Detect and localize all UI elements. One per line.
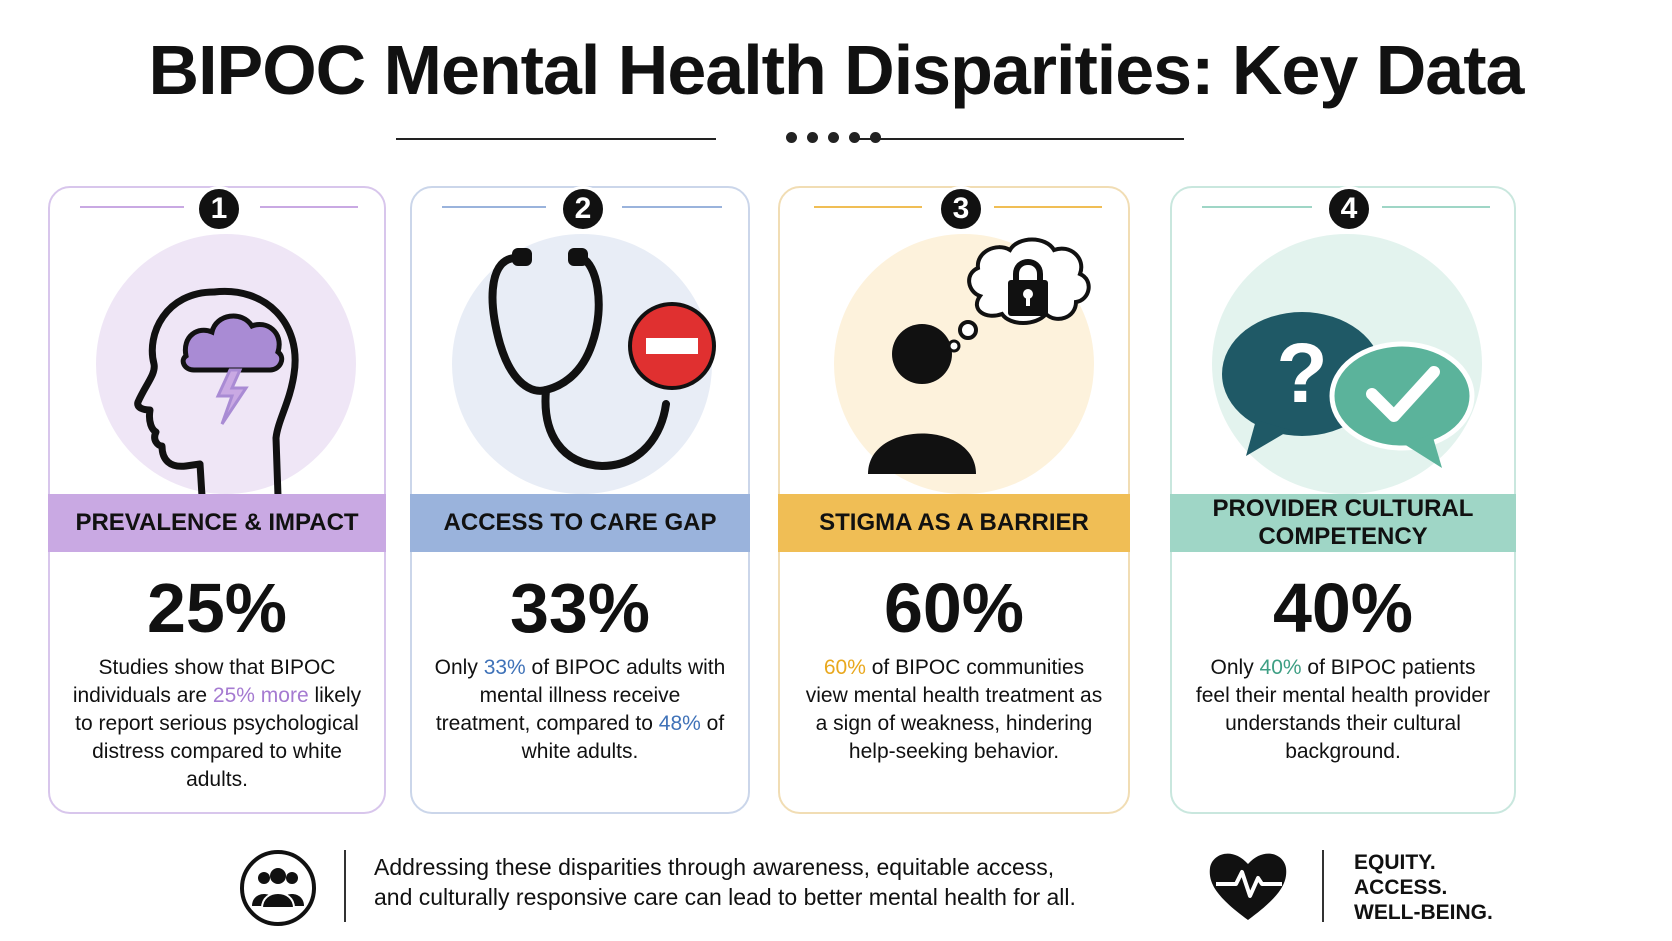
- card-competency: 4 ? PROVIDER CULTURAL COMPETENCY 40% Onl…: [1170, 186, 1516, 814]
- card-heading: PROVIDER CULTURAL COMPETENCY: [1170, 494, 1516, 552]
- card-number-badge: 4: [1326, 186, 1372, 232]
- card-stat: 60%: [883, 569, 1025, 647]
- heart-pulse-icon: [1209, 853, 1287, 920]
- title-divider: [0, 132, 1672, 146]
- card-stat: 25%: [146, 569, 288, 647]
- card-heading: ACCESS TO CARE GAP: [410, 494, 750, 552]
- card-access: 2 ACCESS TO CARE GAP 33% Only 33% of BIP…: [410, 186, 750, 814]
- head-storm-cloud-icon: [134, 287, 299, 494]
- card-stat: 33%: [509, 569, 651, 647]
- person-thought-lock-icon: [868, 237, 1091, 474]
- card-number-badge: 2: [560, 186, 606, 232]
- tagline: EQUITY. ACCESS. WELL-BEING.: [1354, 851, 1493, 924]
- card-description: Studies show that BIPOC individuals are …: [72, 656, 362, 791]
- community-group-icon: [240, 850, 316, 926]
- card-stigma: 3 STIGMA AS A BARRIER 60% 60% of BIPOC c…: [778, 186, 1130, 814]
- card-description: Only 40% of BIPOC patients feel their me…: [1195, 656, 1491, 763]
- footer-message: Addressing these disparities through awa…: [374, 854, 1076, 910]
- card-heading: STIGMA AS A BARRIER: [778, 494, 1130, 552]
- card-number-badge: 1: [196, 186, 242, 232]
- card-stat: 40%: [1272, 569, 1414, 647]
- card-heading: PREVALENCE & IMPACT: [48, 494, 386, 552]
- card-number-badge: 3: [938, 186, 984, 232]
- svg-text:?: ?: [1276, 326, 1327, 420]
- card-prevalence: 1 PREVALENCE & IMPACT 25% Studies show t…: [48, 186, 386, 814]
- stethoscope-blocked-icon: [488, 248, 716, 471]
- card-description: Only 33% of BIPOC adults with mental ill…: [434, 656, 726, 763]
- card-description: 60% of BIPOC communities view mental hea…: [805, 656, 1103, 763]
- speech-bubbles-question-check-icon: ?: [1222, 312, 1475, 468]
- page-title: BIPOC Mental Health Disparities: Key Dat…: [148, 31, 1525, 109]
